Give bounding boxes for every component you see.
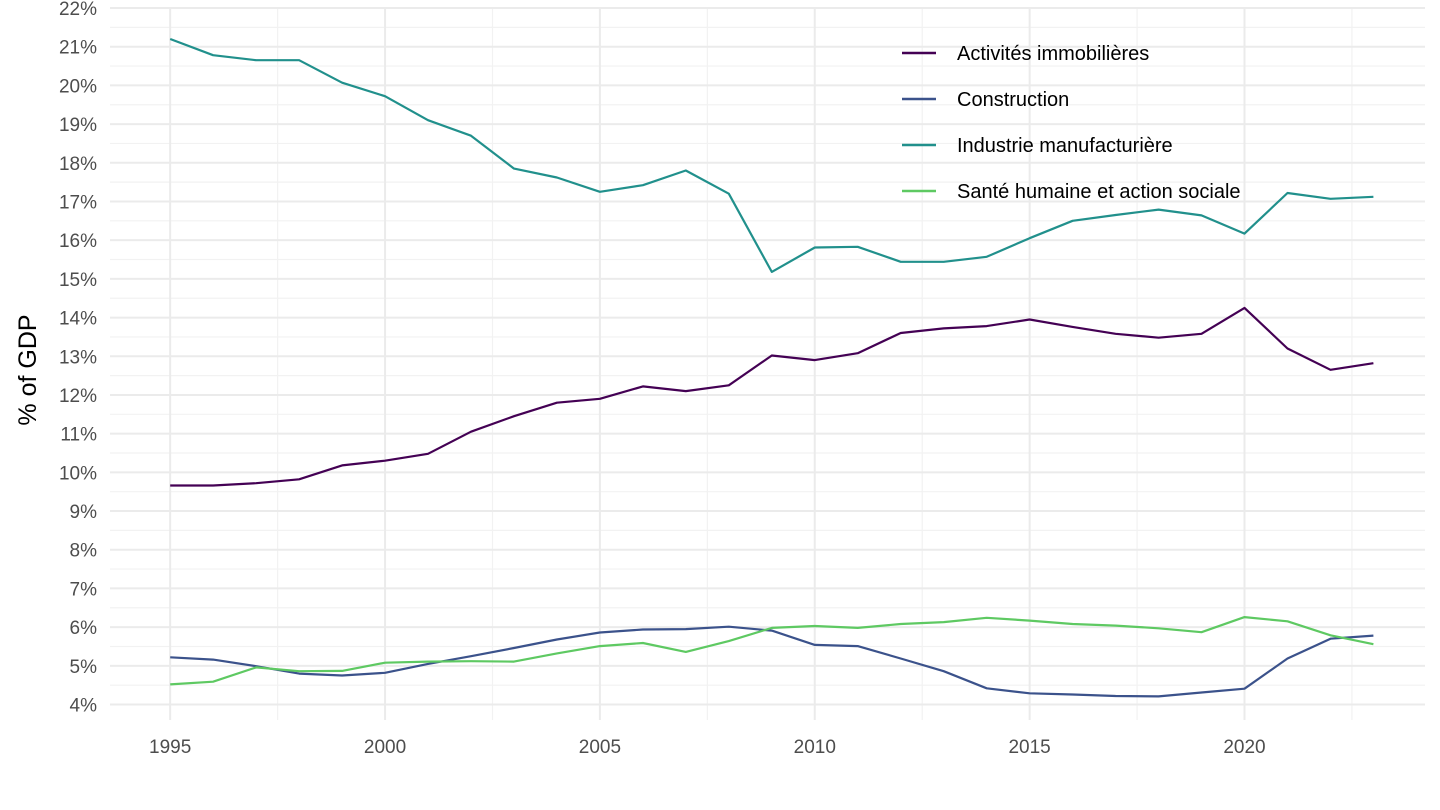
y-tick-label: 18% <box>59 154 97 175</box>
legend-label: Industrie manufacturière <box>957 135 1173 157</box>
legend-item: Construction <box>902 89 1069 111</box>
x-tick-label: 2000 <box>364 737 406 758</box>
y-axis-tick-labels: 4% 5% 6% 7% 8% 9% 10% 11% 12% 13% 14% 15% 16% 17% 18% 1… <box>59 0 97 717</box>
legend-item: Santé humaine et action sociale <box>902 181 1241 203</box>
legend: Activités immobilières Construction Indust… <box>902 43 1241 203</box>
legend-label: Construction <box>957 89 1069 111</box>
series-line <box>169 37 1374 273</box>
y-tick-label: 9% <box>70 502 98 523</box>
series-line <box>170 625 1374 698</box>
legend-label: Santé humaine et action sociale <box>957 181 1241 203</box>
x-tick-label: 2005 <box>579 737 621 758</box>
y-tick-label: 16% <box>59 231 97 252</box>
minor-gridlines <box>110 8 1425 720</box>
y-tick-label: 13% <box>59 347 97 368</box>
y-tick-label: 19% <box>59 115 97 136</box>
series-line <box>170 615 1374 686</box>
y-tick-label: 5% <box>70 657 98 678</box>
y-tick-label: 6% <box>70 618 98 639</box>
x-axis-tick-labels: 1995 2000 2005 2010 2015 2020 <box>149 737 1266 758</box>
y-tick-label: 22% <box>59 0 97 20</box>
y-tick-label: 12% <box>59 386 97 407</box>
y-tick-label: 14% <box>59 309 97 330</box>
x-tick-label: 2020 <box>1223 737 1265 758</box>
y-tick-label: 11% <box>60 425 97 446</box>
y-tick-label: 17% <box>59 192 97 213</box>
x-tick-label: 2015 <box>1008 737 1050 758</box>
legend-label: Activités immobilières <box>957 43 1149 65</box>
y-tick-label: 7% <box>70 579 98 600</box>
y-tick-label: 4% <box>70 696 98 717</box>
x-tick-label: 1995 <box>149 737 191 758</box>
series-lines <box>169 37 1374 698</box>
series-line <box>170 306 1374 487</box>
y-tick-label: 21% <box>59 38 97 59</box>
legend-item: Activités immobilières <box>902 43 1149 65</box>
legend-item: Industrie manufacturière <box>902 135 1173 157</box>
y-tick-label: 10% <box>59 463 97 484</box>
major-gridlines <box>110 7 1425 720</box>
y-tick-label: 20% <box>59 76 97 97</box>
y-tick-label: 8% <box>70 541 98 562</box>
y-tick-label: 15% <box>59 270 97 291</box>
y-axis-title: % of GDP <box>14 314 42 425</box>
x-tick-label: 2010 <box>794 737 836 758</box>
